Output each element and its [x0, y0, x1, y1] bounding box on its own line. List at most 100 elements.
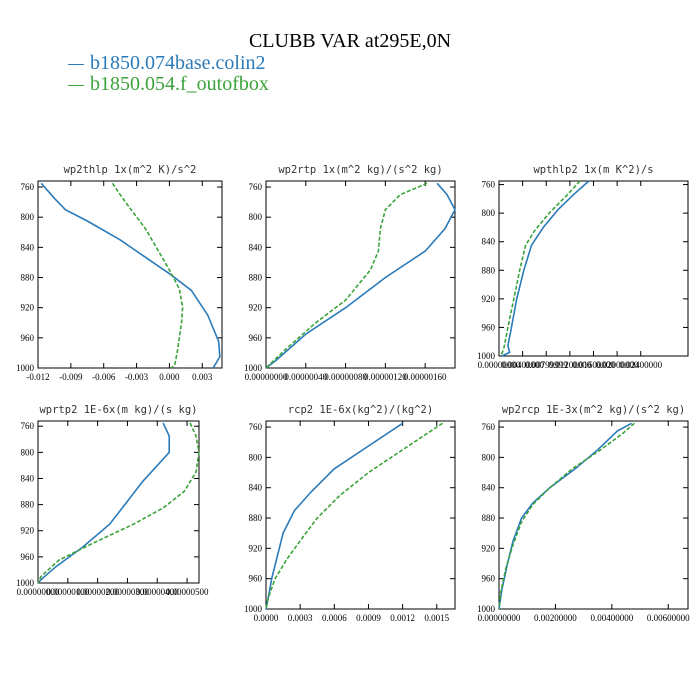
panel-2: wp2rtp 1x(m^2 kg)/(s^2 kg) 760 800 840 880 92… [244, 164, 456, 382]
y-tick-label: 760 [482, 180, 496, 190]
y-tick-label: 840 [249, 242, 263, 252]
y-tick-label: 960 [482, 574, 496, 584]
series-line-outofbox [500, 180, 581, 357]
x-tick-label: 0.0000 [254, 613, 279, 623]
y-tick-label: 800 [249, 212, 263, 222]
panel-title: wp2thlp 1x(m^2 K)/s^2 [64, 164, 197, 176]
x-tick-label: 0.00000500 [166, 587, 209, 597]
x-tick-label: 0.02000000 [596, 360, 639, 370]
x-tick-label: 0.00000040 [284, 372, 327, 382]
x-tick-label: 0.00000200 [76, 587, 119, 597]
x-tick-label: 0.00400000 [590, 613, 633, 623]
x-tick-label: 0.0012 [390, 613, 415, 623]
plot-frame [265, 420, 456, 610]
y-tick-label: 760 [249, 422, 263, 432]
figure-title: CLUBB VAR at295E,0N [248, 30, 452, 52]
y-tick-label: 760 [21, 182, 35, 192]
x-tick-label: 0.0015 [424, 613, 449, 623]
x-tick-label: 0.00000400 [136, 587, 179, 597]
y-tick-label: 880 [482, 513, 496, 523]
x-tick-label: -0.012 [26, 372, 49, 382]
panel-1: wp2thlp 1x(m^2 K)/s^2 760 800 840 880 920 960 1… [16, 164, 223, 382]
x-tick-label: 0.00000000 [17, 587, 60, 597]
x-tick-label: 0.01200000 [549, 360, 592, 370]
y-tick-label: 800 [21, 212, 35, 222]
y-tick-label: 880 [21, 500, 35, 510]
x-tick-label: 0.00000300 [106, 587, 149, 597]
y-tick-label: 840 [21, 242, 35, 252]
legend-item-outofbox: b1850.054.f_outofbox [68, 73, 269, 95]
series-line-colin2 [265, 182, 456, 369]
series-line-outofbox [111, 182, 184, 369]
x-tick-label: 0.0006 [322, 613, 347, 623]
series-line-colin2 [265, 422, 404, 610]
series-line-outofbox [498, 422, 635, 610]
x-tick-label: 0.00600000 [647, 613, 690, 623]
y-tick-label: 920 [482, 294, 496, 304]
y-tick-label: 800 [21, 447, 35, 457]
y-tick-label: 880 [482, 265, 496, 275]
y-tick-label: 1000 [244, 363, 263, 373]
y-tick-label: 760 [21, 421, 35, 431]
x-tick-label: 0.00000160 [404, 372, 447, 382]
legend-label-colin2: b1850.074base.colin2 [90, 52, 266, 74]
series-line-colin2 [40, 182, 221, 369]
x-tick-label: 0.02400000 [619, 360, 662, 370]
panel-4: wprtp2 1E-6x(m kg)/(s kg) 760 800 840 880 920… [16, 404, 209, 597]
legend-swatch-colin2 [68, 63, 84, 65]
y-tick-label: 920 [21, 526, 35, 536]
panel-6: wp2rcp 1E-3x(m^2 kg)/(s^2 kg) 760 800 840 88… [477, 404, 690, 623]
y-tick-label: 960 [21, 552, 35, 562]
x-tick-label: 0.00000000 [478, 360, 521, 370]
y-tick-label: 920 [249, 303, 263, 313]
y-tick-label: 840 [21, 473, 35, 483]
panel-5: rcp2 1E-6x(kg^2)/(kg^2) 760 800 840 880 920 96… [244, 404, 456, 623]
y-tick-label: 800 [482, 208, 496, 218]
panel-title: wprtp2 1E-6x(m kg)/(s kg) [39, 404, 197, 416]
plot-frame [37, 180, 223, 369]
y-tick-label: 920 [21, 303, 35, 313]
y-tick-label: 960 [482, 322, 496, 332]
panel-title: wp2rtp 1x(m^2 kg)/(s^2 kg) [278, 164, 442, 176]
x-tick-label: 0.0003 [288, 613, 313, 623]
x-tick-label: 0.003 [192, 372, 213, 382]
x-tick-label: 0.00799999 [525, 360, 568, 370]
x-tick-label: 0.00000000 [245, 372, 288, 382]
panel-title: rcp2 1E-6x(kg^2)/(kg^2) [288, 404, 433, 416]
x-tick-label: 0.00400000 [501, 360, 544, 370]
legend-item-colin2: b1850.074base.colin2 [68, 52, 266, 74]
y-tick-label: 880 [249, 513, 263, 523]
x-tick-label: -0.006 [92, 372, 116, 382]
y-tick-label: 1000 [477, 604, 496, 614]
y-tick-label: 880 [249, 273, 263, 283]
series-line-colin2 [498, 422, 632, 610]
series-line-colin2 [501, 180, 590, 357]
y-tick-label: 840 [482, 237, 496, 247]
y-tick-label: 800 [482, 452, 496, 462]
plot-frame [265, 180, 456, 369]
y-tick-label: 1000 [477, 351, 496, 361]
series-line-outofbox [265, 182, 428, 369]
x-tick-label: -0.003 [125, 372, 149, 382]
series-line-outofbox [37, 422, 200, 584]
y-tick-label: 1000 [16, 363, 35, 373]
x-tick-label: 0.00000100 [46, 587, 89, 597]
legend-label-outofbox: b1850.054.f_outofbox [90, 73, 269, 95]
x-tick-label: 0.00000000 [478, 613, 521, 623]
plot-frame [37, 420, 200, 584]
y-tick-label: 880 [21, 273, 35, 283]
plot-frame [498, 180, 689, 357]
series-line-outofbox [265, 422, 443, 610]
legend-swatch-outofbox [68, 84, 84, 86]
x-tick-label: 0.0009 [356, 613, 381, 623]
x-tick-label: 0.00000120 [364, 372, 407, 382]
x-tick-label: 0.00200000 [534, 613, 577, 623]
y-tick-label: 1000 [244, 604, 263, 614]
y-tick-label: 960 [21, 333, 35, 343]
y-tick-label: 840 [249, 483, 263, 493]
y-tick-label: 920 [482, 543, 496, 553]
plot-frame [498, 420, 689, 610]
y-tick-label: 760 [249, 182, 263, 192]
x-tick-label: -0.009 [59, 372, 83, 382]
